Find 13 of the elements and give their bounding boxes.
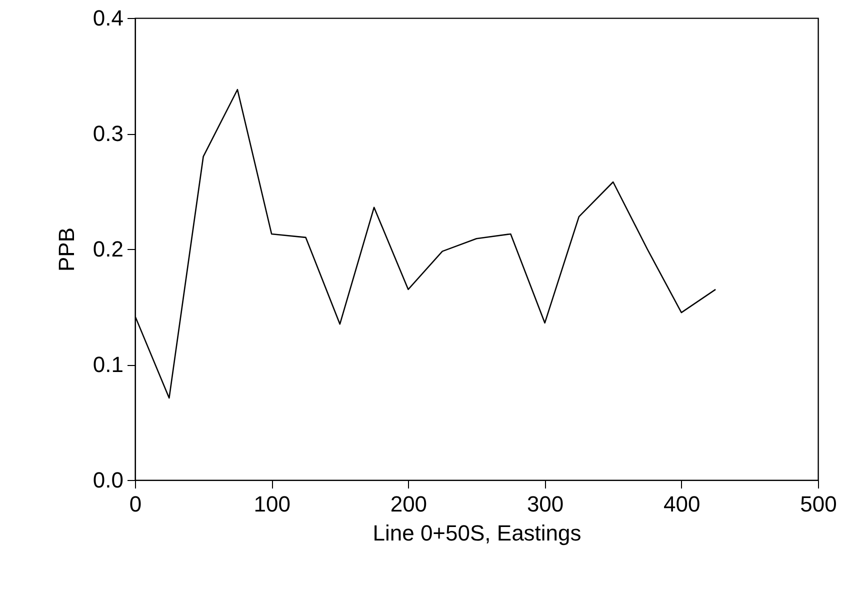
y-axis-title: PPB (54, 227, 79, 272)
y-tick-label: 0.3 (92, 121, 124, 146)
x-tick-label: 0 (129, 492, 142, 516)
y-tick-label: 0.0 (92, 468, 124, 492)
x-tick-label: 500 (800, 492, 837, 516)
y-tick-label: 0.1 (92, 352, 124, 377)
y-tick-label: 0.4 (92, 6, 124, 30)
x-tick-label: 300 (526, 492, 564, 516)
y-tick-label: 0.2 (92, 236, 124, 262)
x-tick-label: 100 (254, 492, 290, 516)
x-tick-label: 200 (390, 492, 428, 516)
x-tick-label: 400 (664, 492, 700, 516)
x-axis-title: Line 0+50S, Eastings (372, 520, 582, 546)
